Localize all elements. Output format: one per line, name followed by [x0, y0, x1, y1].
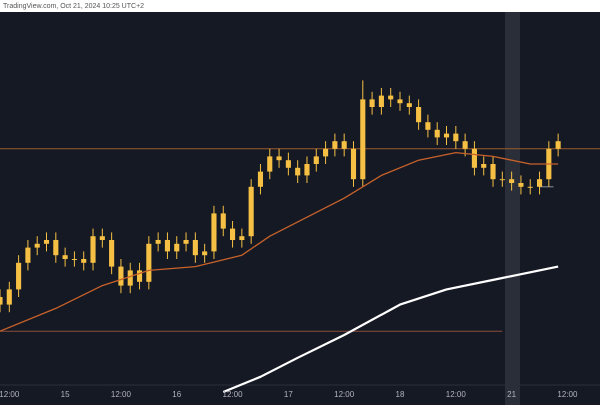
- candle-body: [434, 129, 440, 138]
- header-strip: [0, 0, 600, 12]
- candle-body: [443, 133, 450, 138]
- plot-background: [0, 12, 600, 405]
- candle-body: [183, 240, 189, 244]
- candle-body: [285, 160, 291, 168]
- candle-body: [136, 270, 143, 282]
- candle-body: [527, 186, 533, 188]
- candle-body: [230, 228, 236, 240]
- candle-body: [462, 141, 468, 149]
- candle-body: [109, 240, 115, 267]
- candle-body: [0, 297, 3, 305]
- x-tick-label: 12:00: [111, 390, 132, 399]
- candle-body: [481, 164, 487, 168]
- candle-body: [313, 156, 319, 164]
- candle-body: [90, 236, 96, 263]
- candle-body: [239, 236, 245, 240]
- candle-body: [378, 95, 384, 107]
- candle-body: [192, 240, 198, 256]
- x-tick-label: 17: [284, 390, 293, 399]
- candle-body: [509, 179, 515, 183]
- candle-body: [81, 259, 87, 263]
- x-tick-label: 12:00: [223, 390, 244, 399]
- candle-body: [425, 122, 431, 130]
- candle-body: [16, 262, 22, 290]
- moving-average-line: [222, 265, 559, 394]
- candle-body: [146, 243, 152, 282]
- x-tick-label: 18: [396, 390, 405, 399]
- candle-body: [499, 179, 505, 181]
- candle-body: [555, 141, 561, 149]
- candle-body: [518, 183, 524, 187]
- candle-body: [53, 240, 59, 256]
- candle-body: [416, 107, 422, 123]
- candle-body: [360, 99, 366, 180]
- candle-body: [34, 243, 40, 248]
- candle-body: [453, 133, 459, 142]
- candle-body: [62, 255, 68, 259]
- candle-body: [388, 95, 394, 100]
- candle-body: [369, 99, 375, 107]
- candle-body: [267, 156, 273, 172]
- candle-body: [304, 164, 310, 176]
- candle-body: [174, 243, 180, 252]
- candle-body: [323, 148, 329, 157]
- candle-body: [211, 213, 217, 252]
- candle-body: [276, 156, 282, 161]
- candle-body: [220, 213, 226, 229]
- candle-body: [164, 240, 170, 252]
- candle-body: [341, 141, 347, 149]
- x-tick-label: 12:00: [446, 390, 467, 399]
- candle-body: [155, 240, 161, 244]
- source-text: TradingView.com, Oct 21, 2024 10:25 UTC+…: [3, 3, 144, 10]
- candle-body: [6, 289, 12, 305]
- candle-body: [332, 141, 338, 149]
- candle-body: [118, 266, 124, 286]
- candle-body: [490, 164, 496, 180]
- session-highlight: [505, 12, 520, 405]
- candle-body: [25, 247, 31, 263]
- x-tick-label: 12:00: [557, 390, 578, 399]
- x-tick-label: 21: [507, 390, 516, 399]
- candle-body: [248, 186, 254, 237]
- candle-body: [43, 240, 50, 244]
- moving-average-line: [0, 151, 559, 332]
- candle-body: [471, 148, 477, 168]
- candle-body: [350, 148, 357, 180]
- candle-body: [99, 236, 105, 240]
- candle-body: [406, 103, 412, 107]
- candle-body: [202, 251, 208, 256]
- x-tick-label: 12:00: [334, 390, 355, 399]
- x-tick-label: 15: [61, 390, 70, 399]
- candle-body: [257, 171, 264, 187]
- candle-body: [397, 99, 403, 104]
- candle-body: [536, 179, 543, 187]
- candle-body: [295, 167, 301, 176]
- x-tick-label: 16: [172, 390, 181, 399]
- x-tick-label: 12:00: [0, 390, 20, 399]
- candle-body: [71, 259, 77, 260]
- candle-body: [127, 270, 133, 286]
